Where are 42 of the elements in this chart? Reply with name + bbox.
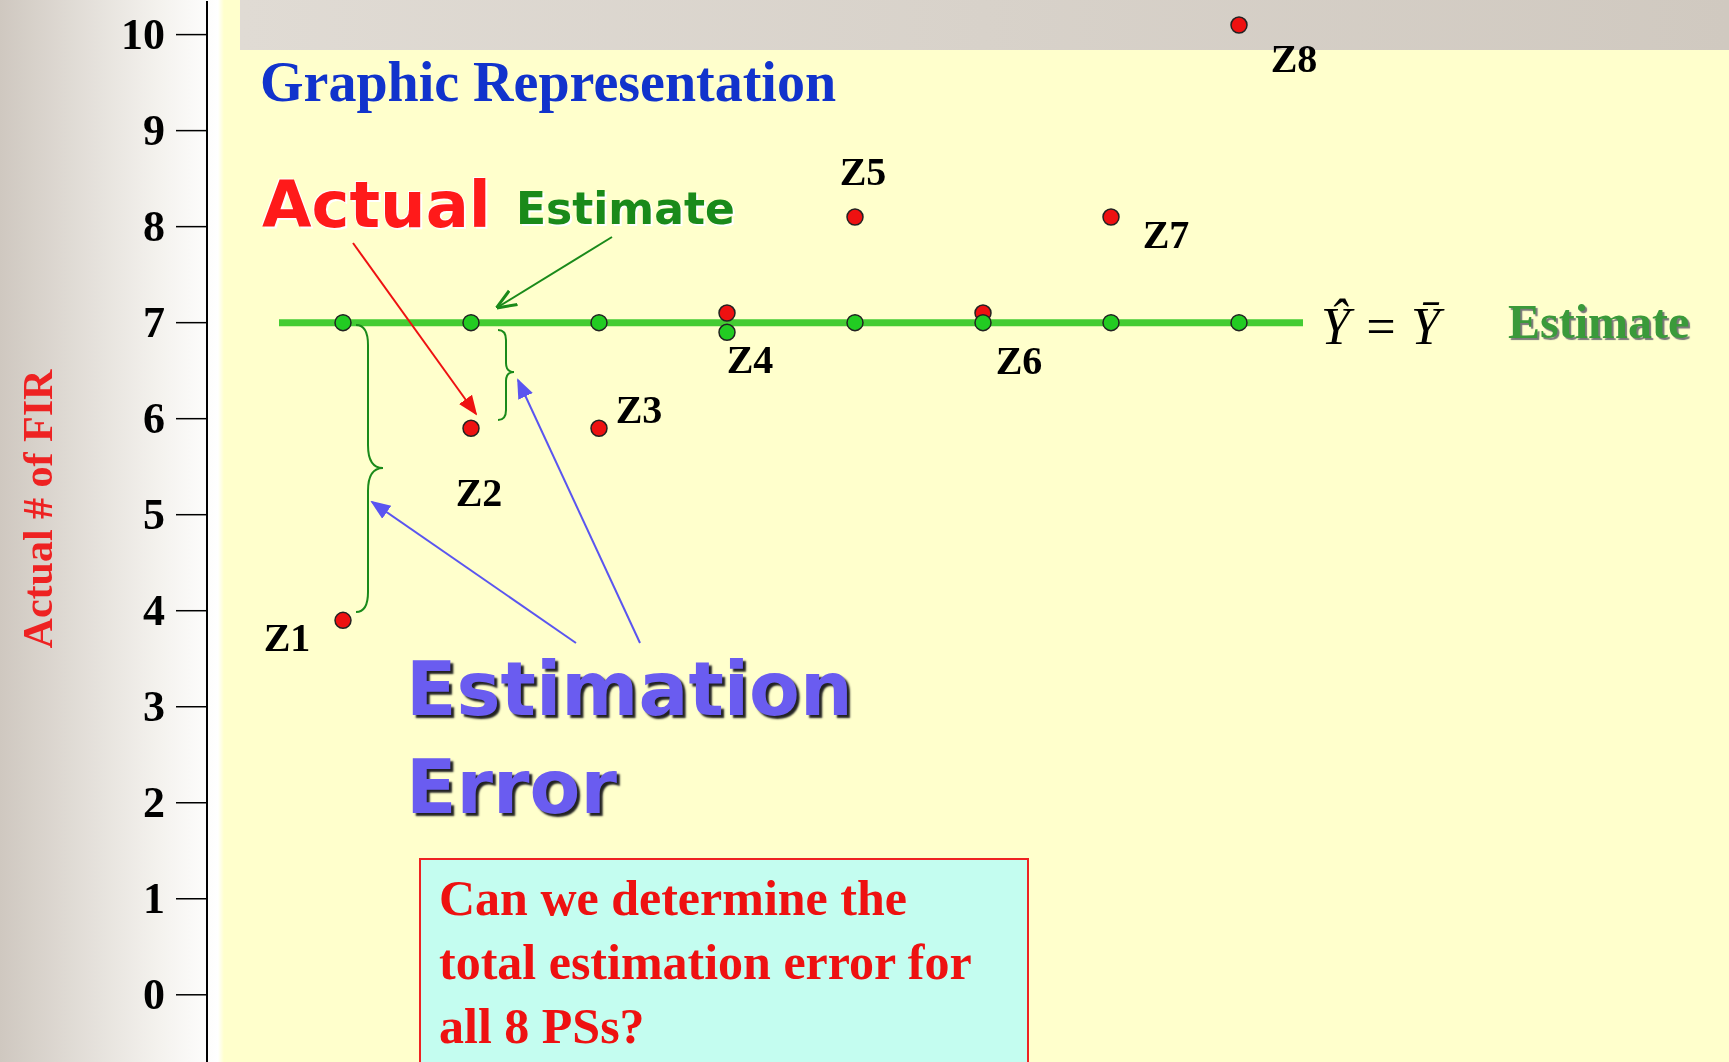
point (462, 313, 480, 332)
annotation: Actual (262, 168, 491, 242)
annotation: Estimation Error (406, 645, 854, 832)
point (846, 208, 864, 226)
point (1102, 313, 1120, 332)
point (334, 611, 352, 630)
data-label: Z2 (455, 469, 503, 515)
text: Graphic Representation (260, 50, 837, 114)
y-tick-label: 9 (143, 106, 165, 156)
ref-line-label: Ŷ = Ȳ (1321, 298, 1446, 356)
point (974, 313, 992, 332)
y-tick-label: 0 (143, 970, 165, 1020)
point (846, 313, 864, 332)
y-tick-label: 5 (143, 490, 165, 540)
point (462, 419, 480, 438)
point (334, 313, 352, 332)
y-tick-label: 10 (121, 10, 165, 60)
y-tick-label: 7 (143, 298, 165, 348)
data-label: Z7 (1142, 211, 1190, 257)
data-label: Z8 (1270, 35, 1318, 81)
y-tick-label: 2 (143, 778, 165, 828)
y-tick-label: 1 (143, 874, 165, 924)
y-tick-label: 3 (143, 682, 165, 732)
data-label: Z4 (726, 336, 774, 382)
text: Estimate (1508, 294, 1690, 349)
point (590, 313, 608, 332)
y-tick-label: 4 (143, 586, 165, 636)
data-label: Z1 (263, 614, 311, 660)
point (590, 419, 608, 438)
data-label: Z6 (995, 337, 1043, 383)
point (1102, 208, 1120, 226)
y-tick-label: 8 (143, 202, 165, 252)
point (718, 304, 736, 322)
annotation: Estimate (516, 183, 735, 234)
y-tick-label: 6 (143, 394, 165, 444)
data-label: Z3 (615, 386, 663, 432)
point (718, 323, 736, 342)
annotation: Can we determine the total estimation error for all 8 PSs? (419, 858, 1029, 1062)
point (1230, 16, 1248, 34)
point (1230, 313, 1248, 332)
y-axis-title: Actual # of FIR (15, 368, 61, 649)
data-label: Z5 (839, 148, 887, 194)
